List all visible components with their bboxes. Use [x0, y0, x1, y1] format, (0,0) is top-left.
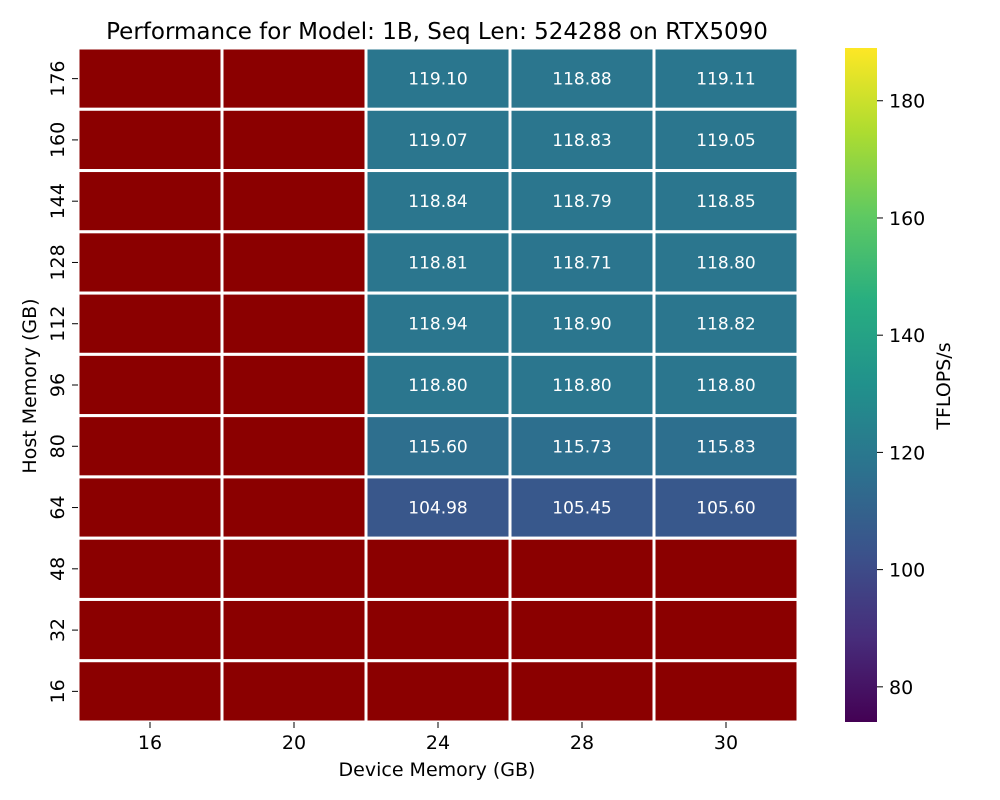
colorbar-tick-label: 100 [889, 560, 925, 582]
heatmap-cell [76, 597, 224, 663]
cell-value-label: 118.94 [408, 315, 467, 335]
cell-value-label: 118.88 [552, 70, 611, 90]
heatmap-cell [220, 46, 368, 111]
cell-value-label: 115.60 [408, 437, 467, 457]
heatmap-cell [220, 291, 368, 356]
cell-value-label: 118.90 [552, 315, 611, 335]
cell-value-label: 118.80 [696, 376, 755, 396]
y-tick-label: 176 [47, 61, 69, 97]
cell-value-label: 119.05 [696, 131, 755, 151]
heatmap-cell [76, 291, 224, 356]
heatmap-cell [508, 352, 656, 418]
cell-value-label: 115.73 [552, 437, 611, 457]
colorbar-ticks: 80 100 120 140 160 180 [877, 91, 925, 699]
y-tick-label: 144 [47, 183, 69, 219]
y-tick-label: 80 [47, 434, 69, 458]
heatmap-cell [76, 659, 224, 724]
heatmap-cells [76, 46, 800, 724]
cell-value-label: 118.82 [696, 315, 755, 335]
heatmap-cell [508, 230, 656, 295]
chart-title: Performance for Model: 1B, Seq Len: 5242… [106, 19, 768, 45]
colorbar-tick-label: 180 [889, 91, 925, 113]
colorbar-tick-label: 120 [889, 442, 925, 464]
heatmap-cell [364, 536, 512, 601]
cell-value-label: 105.60 [696, 499, 755, 519]
cell-value-label: 119.11 [696, 70, 755, 90]
heatmap-cell [220, 597, 368, 663]
cell-value-label: 104.98 [408, 499, 467, 519]
y-axis-label: Host Memory (GB) [19, 298, 41, 473]
cell-value-label: 118.71 [552, 253, 611, 273]
x-tick-label: 16 [138, 732, 162, 754]
colorbar-label: TFLOPS/s [933, 342, 955, 430]
heatmap-cell [652, 107, 800, 173]
colorbar-tick-label: 140 [889, 325, 925, 347]
heatmap-cell [220, 169, 368, 234]
colorbar [845, 48, 877, 722]
heatmap-cell [364, 659, 512, 724]
heatmap-cell [364, 597, 512, 663]
x-tick-label: 20 [282, 732, 306, 754]
cell-value-label: 119.10 [408, 70, 467, 90]
colorbar-tick-label: 80 [889, 677, 913, 699]
colorbar-tick-label: 160 [889, 208, 925, 230]
y-tick-label: 128 [47, 244, 69, 280]
y-tick-label: 48 [47, 557, 69, 581]
cell-value-label: 119.07 [408, 131, 467, 151]
y-axis-ticks: 176 160 144 128 112 96 80 64 48 32 16 [47, 61, 78, 703]
heatmap-cell [220, 352, 368, 418]
cell-value-label: 118.80 [696, 253, 755, 273]
cell-value-label: 118.85 [696, 192, 755, 212]
y-tick-label: 112 [47, 306, 69, 342]
heatmap-cell [652, 659, 800, 724]
heatmap-cell-labels: 119.10 118.88 119.11 119.07 118.83 119.05 118.… [408, 70, 755, 519]
cell-value-label: 118.83 [552, 131, 611, 151]
x-axis-ticks: 16 20 24 28 30 [138, 722, 738, 754]
x-tick-label: 28 [570, 732, 594, 754]
heatmap-cell [652, 536, 800, 601]
y-tick-label: 96 [47, 373, 69, 397]
heatmap-cell [220, 659, 368, 724]
heatmap-cell [76, 352, 224, 418]
x-tick-label: 24 [426, 732, 450, 754]
x-tick-label: 30 [714, 732, 738, 754]
heatmap-cell [652, 230, 800, 295]
heatmap-cell [652, 352, 800, 418]
y-tick-label: 16 [47, 679, 69, 703]
heatmap-cell [76, 536, 224, 601]
cell-value-label: 118.84 [408, 192, 467, 212]
heatmap-cell [76, 107, 224, 173]
heatmap-cell [508, 536, 656, 601]
cell-value-label: 115.83 [696, 437, 755, 457]
heatmap-cell [76, 414, 224, 479]
heatmap-cell [220, 475, 368, 540]
heatmap-cell [364, 107, 512, 173]
heatmap-cell [76, 169, 224, 234]
heatmap-cell [220, 536, 368, 601]
x-axis-label: Device Memory (GB) [339, 759, 536, 781]
heatmap-cell [220, 230, 368, 295]
heatmap-cell [652, 597, 800, 663]
heatmap-cell [508, 659, 656, 724]
cell-value-label: 118.80 [552, 376, 611, 396]
y-tick-label: 160 [47, 122, 69, 158]
heatmap-cell [508, 169, 656, 234]
heatmap-cell [76, 230, 224, 295]
y-tick-label: 64 [47, 495, 69, 519]
heatmap-cell [220, 414, 368, 479]
cell-value-label: 118.81 [408, 253, 467, 273]
cell-value-label: 118.79 [552, 192, 611, 212]
heatmap-cell [76, 46, 224, 111]
y-tick-label: 32 [47, 618, 69, 642]
cell-value-label: 105.45 [552, 499, 611, 519]
heatmap-cell [508, 597, 656, 663]
heatmap-cell [364, 291, 512, 356]
heatmap-cell [220, 107, 368, 173]
heatmap-cell [76, 475, 224, 540]
cell-value-label: 118.80 [408, 376, 467, 396]
